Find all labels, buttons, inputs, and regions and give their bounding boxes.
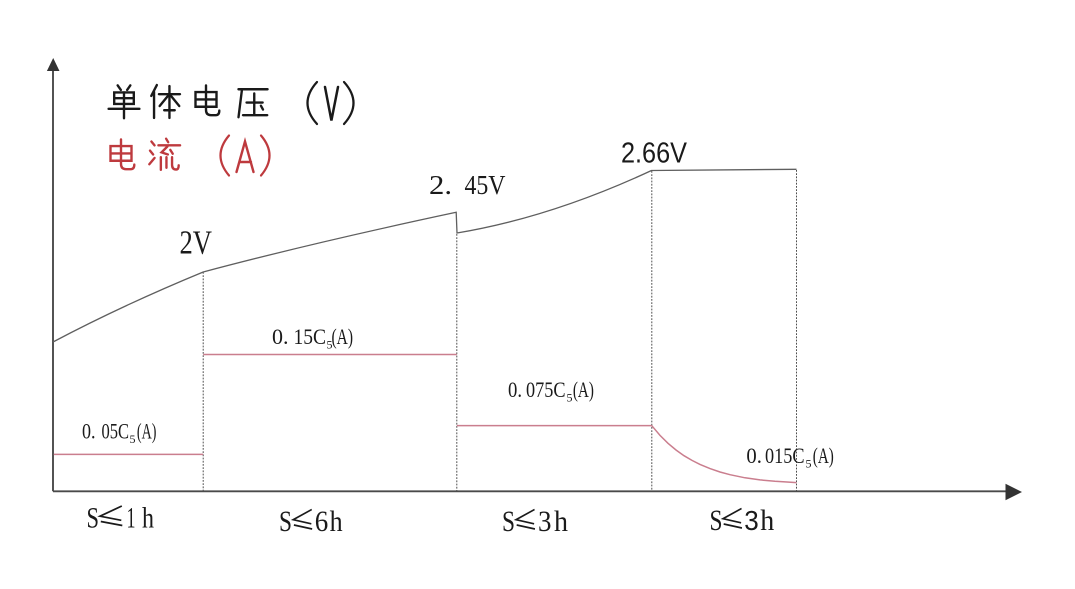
- svg-text:5: 5: [327, 338, 333, 352]
- svg-text:h: h: [554, 505, 568, 538]
- svg-text:(A): (A): [813, 443, 834, 468]
- svg-text:0.: 0.: [82, 419, 96, 444]
- svg-text:2.66V: 2.66V: [621, 138, 688, 170]
- svg-text:05C: 05C: [102, 419, 130, 444]
- svg-text:2V: 2V: [180, 225, 213, 262]
- svg-text:075C: 075C: [526, 377, 566, 402]
- svg-text:(A): (A): [573, 377, 594, 402]
- svg-text:2.: 2.: [429, 170, 452, 200]
- svg-text:h: h: [760, 504, 774, 537]
- svg-text:0.: 0.: [272, 324, 289, 349]
- svg-text:0.: 0.: [508, 377, 522, 402]
- svg-text:3: 3: [538, 505, 552, 538]
- svg-text:0.: 0.: [746, 443, 762, 468]
- svg-text:5: 5: [567, 391, 573, 405]
- svg-text:5: 5: [130, 432, 136, 446]
- svg-text:5: 5: [806, 457, 812, 471]
- svg-text:S: S: [279, 505, 292, 538]
- svg-text:S: S: [87, 502, 100, 535]
- svg-text:S: S: [502, 505, 515, 538]
- svg-text:h: h: [330, 505, 343, 538]
- svg-text:015C: 015C: [765, 443, 805, 468]
- svg-text:6: 6: [315, 505, 329, 538]
- svg-text:3: 3: [744, 505, 759, 536]
- svg-text:h: h: [142, 502, 154, 535]
- svg-text:1: 1: [127, 502, 136, 535]
- svg-text:S: S: [710, 504, 723, 537]
- svg-text:15C: 15C: [294, 324, 327, 349]
- svg-text:(A): (A): [137, 419, 157, 444]
- svg-text:(A): (A): [332, 324, 354, 349]
- svg-text:45V: 45V: [465, 170, 506, 200]
